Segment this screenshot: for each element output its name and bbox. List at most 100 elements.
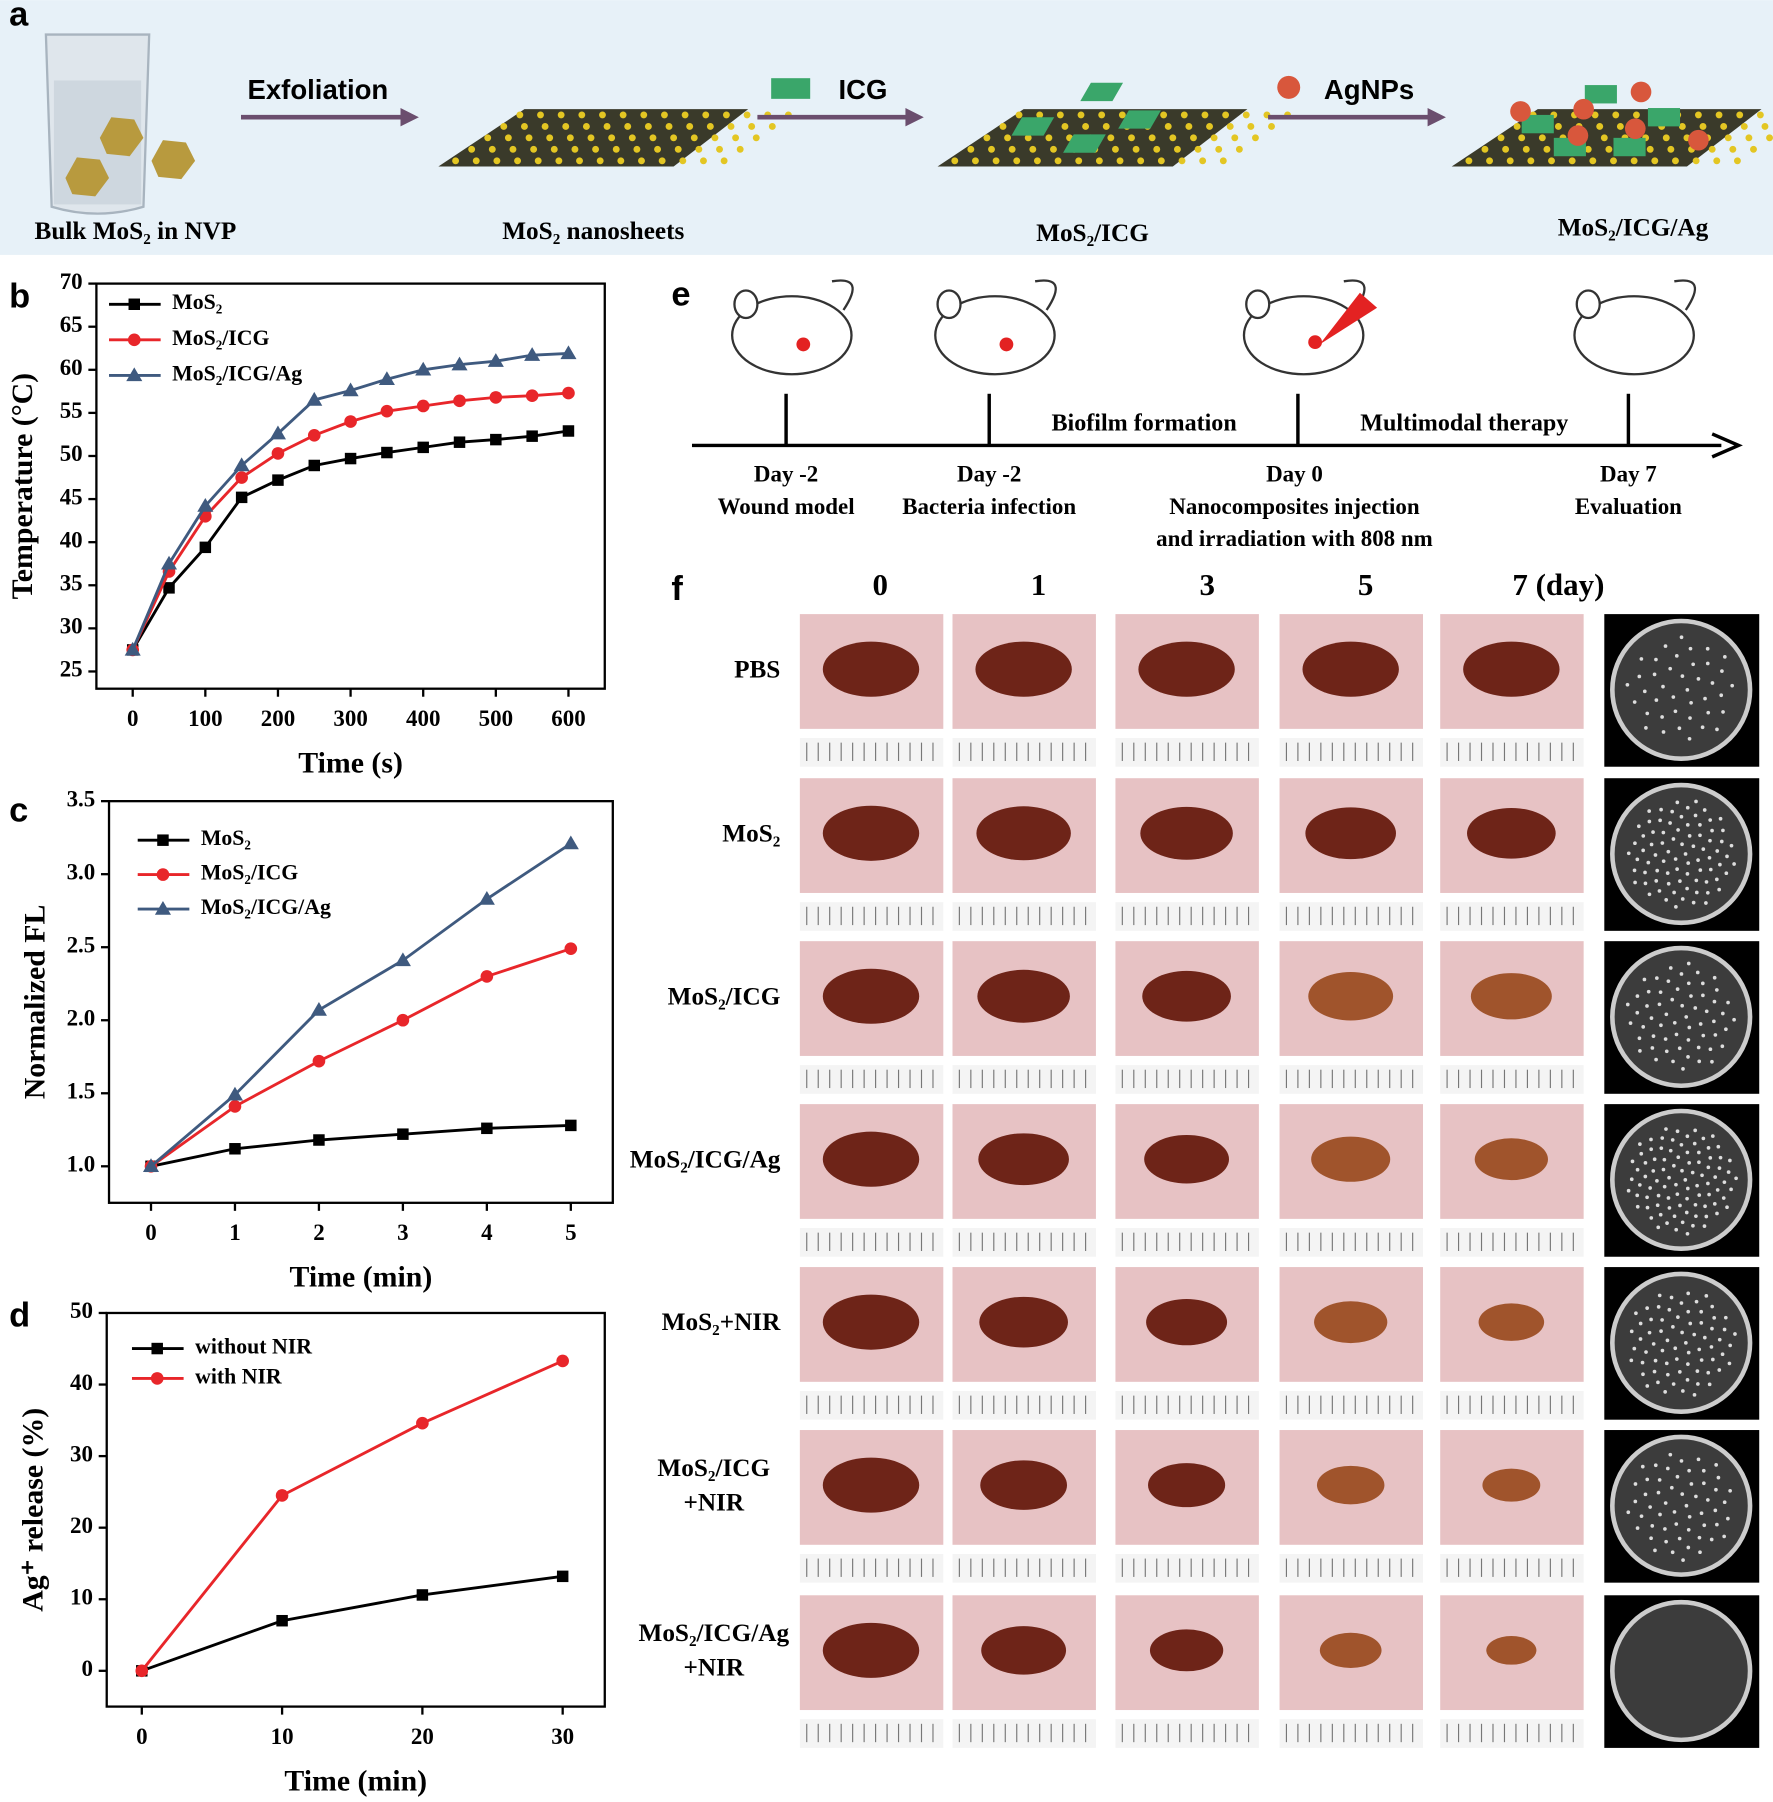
wound — [1142, 970, 1231, 1022]
step-label: MoS₂ nanosheets — [502, 218, 684, 245]
series-line — [150, 947, 572, 1168]
atom — [1729, 145, 1737, 153]
panel-a-background — [0, 0, 1773, 255]
colony — [1676, 1155, 1681, 1160]
colony — [1691, 1223, 1695, 1228]
colony — [1633, 841, 1637, 846]
ruler — [1279, 1719, 1423, 1748]
colony — [1686, 861, 1691, 865]
colony — [1697, 1347, 1702, 1352]
wound — [978, 1133, 1069, 1186]
colony — [1654, 657, 1658, 662]
colony — [1674, 905, 1678, 909]
atom — [1111, 145, 1119, 153]
atom — [619, 111, 627, 119]
colony — [1660, 715, 1664, 719]
atom — [690, 134, 698, 142]
colony — [1723, 654, 1727, 659]
colony — [1635, 1193, 1640, 1198]
mouse — [1573, 279, 1697, 376]
colony — [1728, 1488, 1732, 1493]
atom — [562, 122, 570, 130]
colony — [1670, 1550, 1675, 1555]
colony — [1703, 1204, 1707, 1209]
colony — [1700, 981, 1705, 986]
legend-label: MoS₂/ICG — [201, 861, 298, 885]
marker-square — [308, 459, 321, 472]
colony — [1698, 1022, 1703, 1026]
ruler — [1440, 1391, 1584, 1420]
marker-square — [344, 452, 357, 465]
colony — [1693, 1202, 1698, 1207]
atom — [743, 111, 751, 119]
colony — [1666, 1196, 1671, 1200]
atom — [1219, 157, 1227, 165]
y-tick-label: 35 — [60, 571, 83, 596]
atom — [1210, 134, 1218, 142]
colony — [1681, 1558, 1685, 1562]
atom — [1231, 134, 1239, 142]
colony — [1695, 1369, 1700, 1373]
arrow-head — [400, 108, 419, 127]
colony — [1679, 1301, 1684, 1305]
plot-frame — [105, 1311, 606, 1708]
wound-dot — [1308, 335, 1323, 350]
colony — [1710, 1357, 1715, 1362]
atom — [1502, 145, 1510, 153]
ruler — [1115, 902, 1259, 931]
x-tick-label: 400 — [406, 706, 440, 731]
marker-circle — [135, 1664, 149, 1678]
atom — [1596, 122, 1604, 130]
colony — [1680, 1168, 1684, 1173]
colony — [1674, 654, 1679, 658]
colony — [1713, 1033, 1718, 1037]
atom — [1713, 157, 1721, 165]
mouse-ear — [1575, 289, 1601, 320]
y-tick-label: 2.0 — [67, 1006, 96, 1031]
colony — [1672, 1214, 1677, 1219]
panel-label: c — [9, 792, 28, 830]
colony — [1694, 1214, 1698, 1218]
colony — [1652, 672, 1657, 677]
atom — [484, 134, 492, 142]
colony — [1699, 1309, 1704, 1314]
colony — [1684, 1503, 1689, 1508]
colony — [1656, 1490, 1661, 1495]
colony — [1685, 1134, 1690, 1139]
colony — [1626, 1188, 1631, 1193]
atom — [1153, 145, 1161, 153]
colony — [1655, 976, 1659, 980]
colony — [1695, 1183, 1699, 1188]
colony — [1702, 808, 1707, 812]
colony — [1635, 1167, 1640, 1172]
ruler — [1279, 902, 1423, 931]
colony — [1653, 1358, 1658, 1363]
event-label: Evaluation — [1575, 494, 1682, 519]
colony — [1673, 709, 1678, 714]
marker-square — [235, 491, 248, 504]
colony — [1655, 1179, 1659, 1183]
marker-triangle — [487, 353, 504, 367]
wound — [1302, 641, 1399, 697]
y-tick-label: 1.5 — [67, 1079, 96, 1104]
atom — [951, 157, 959, 165]
y-tick-label: 55 — [60, 398, 83, 423]
colony — [1642, 689, 1647, 694]
laser-beam — [1319, 292, 1378, 345]
marker-circle — [525, 389, 539, 402]
y-tick-label: 30 — [70, 1441, 93, 1466]
atom — [1568, 157, 1576, 165]
colony — [1658, 990, 1663, 995]
colony — [1685, 1377, 1690, 1382]
colony — [1663, 1527, 1667, 1531]
marker-triangle — [269, 425, 286, 440]
colony — [1707, 1192, 1711, 1197]
atom — [525, 134, 533, 142]
colony — [1641, 1025, 1646, 1029]
colony — [1696, 1382, 1700, 1386]
colony — [1698, 823, 1702, 827]
colony — [1702, 1523, 1707, 1528]
colony — [1684, 1210, 1689, 1215]
colony — [1647, 1330, 1652, 1335]
legend-marker — [150, 1372, 164, 1385]
